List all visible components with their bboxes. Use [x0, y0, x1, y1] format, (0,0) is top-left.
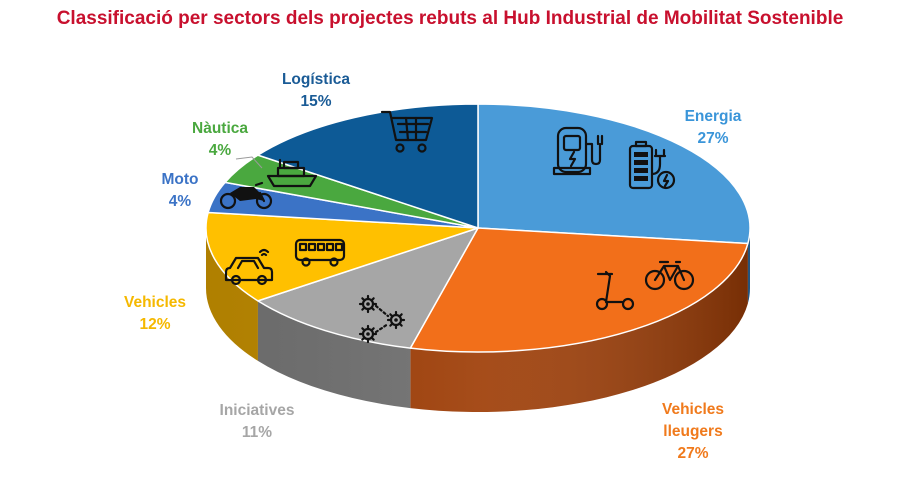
label-vehicles-lleugers: Vehicles lleugers 27%	[662, 401, 724, 462]
pie-sides	[206, 228, 750, 413]
label-nautica: Nàutica 4%	[192, 120, 248, 159]
pie-slice-vehicles-lleugers	[409, 227, 749, 353]
pie-side-shade	[206, 228, 750, 412]
label-energia: Energia 27%	[685, 108, 742, 147]
chart-title: Classificació per sectors dels projectes…	[56, 8, 844, 29]
label-iniciatives: Iniciatives 11%	[220, 402, 295, 441]
motorcycle-icon	[219, 181, 273, 210]
pie-labels: Energia 27% Vehicles lleugers 27% Iniciatives…	[124, 71, 742, 462]
pie-slice-energia	[477, 103, 751, 245]
battery-icon	[628, 140, 676, 190]
pie-tops	[205, 103, 751, 353]
ship-icon	[266, 158, 318, 188]
pie-slice-logistica	[257, 103, 479, 229]
label-vehicles: Vehicles 12%	[124, 294, 186, 333]
bicycle-icon	[644, 260, 695, 291]
leader-line-nautica	[235, 156, 263, 169]
bus-icon	[294, 238, 346, 267]
connected-car-icon	[224, 248, 274, 286]
shopping-cart-icon	[380, 110, 434, 153]
label-logistica: Logística 15%	[282, 71, 350, 110]
scooter-icon	[595, 270, 635, 311]
pie-slice-vehicles	[205, 211, 479, 302]
label-moto: Moto 4%	[161, 171, 198, 210]
charging-station-icon	[552, 126, 604, 176]
pie-icons	[219, 110, 695, 344]
pie-slice-iniciatives	[257, 227, 479, 349]
gears-icon	[358, 294, 406, 344]
